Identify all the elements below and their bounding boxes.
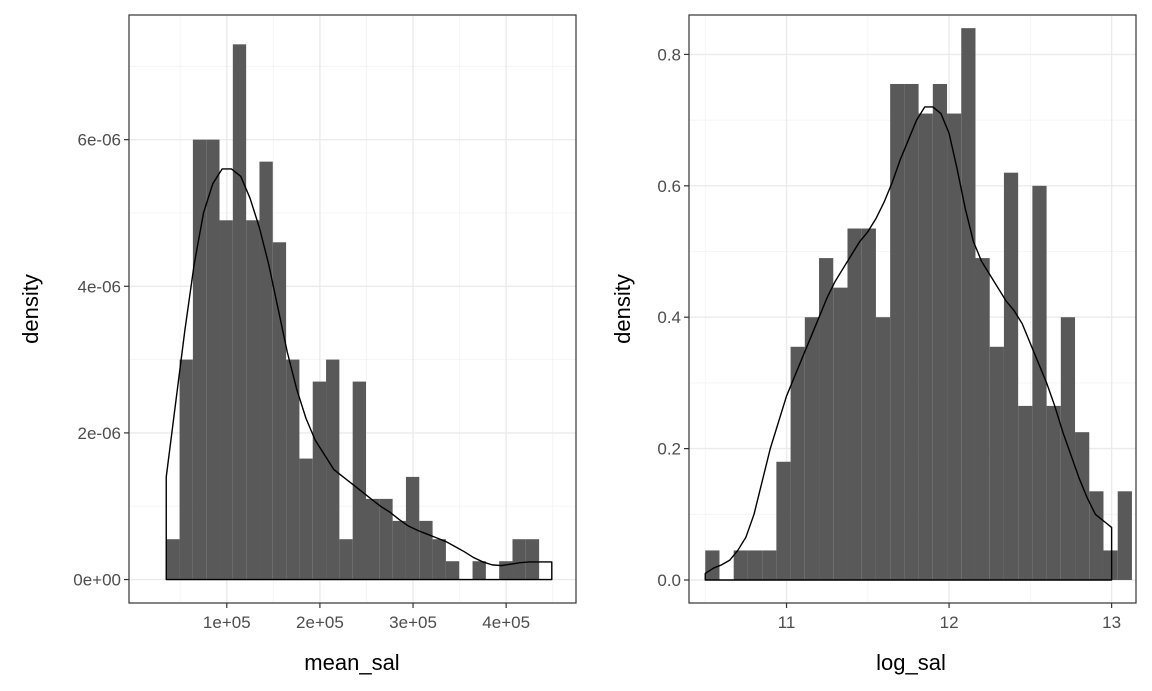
histogram-bar — [366, 498, 380, 580]
histogram-bar — [790, 346, 805, 581]
histogram-bar — [472, 561, 486, 580]
histogram-bar — [379, 498, 393, 580]
histogram-bar — [259, 161, 273, 580]
histogram-bar — [1018, 405, 1033, 581]
histogram-bar — [989, 346, 1004, 581]
histogram-bar — [286, 359, 300, 580]
histogram-bar — [232, 44, 247, 580]
panel-border — [688, 14, 1137, 604]
histogram-bar — [1003, 172, 1019, 581]
histogram-bar — [326, 359, 340, 580]
histogram-bar — [1046, 405, 1061, 581]
histogram-bar — [419, 520, 433, 580]
y-tick-label: 0.2 — [657, 440, 681, 459]
histogram-bar — [904, 83, 919, 581]
histogram-bar — [804, 317, 820, 581]
y-tick-label: 0.6 — [657, 177, 681, 196]
y-axis-title: density — [610, 274, 635, 344]
histogram-bar — [352, 381, 367, 580]
histogram-bar — [192, 139, 207, 580]
histogram-bar — [1089, 491, 1104, 581]
histogram-bar — [975, 258, 990, 581]
y-tick-label: 2e-06 — [78, 424, 121, 443]
histogram-bar — [445, 561, 460, 580]
x-tick-label: 4e+05 — [482, 613, 530, 632]
panel-mean-sal: 1e+05 2e+05 3e+05 4e+05 0e+00 2e-06 4e-06 6e-06… — [18, 14, 577, 675]
histogram-bar — [219, 220, 233, 580]
histogram-bar — [762, 550, 777, 581]
histogram-bar — [1103, 550, 1118, 581]
x-axis-title: log_sal — [876, 650, 946, 675]
histogram-bar — [861, 228, 876, 581]
histogram-bar — [875, 317, 891, 581]
histogram-bar — [179, 359, 193, 580]
histogram-bar — [299, 458, 313, 580]
histogram-bar — [1117, 491, 1132, 581]
histogram-bar — [961, 28, 976, 581]
panel-border — [128, 14, 577, 604]
y-tick-label: 0.0 — [657, 571, 681, 590]
x-axis-title: mean_sal — [304, 650, 399, 675]
density-curve — [704, 106, 1113, 581]
histogram-bar — [339, 539, 353, 580]
x-tick-label: 2e+05 — [296, 613, 344, 632]
histogram-bar — [847, 228, 862, 581]
y-tick-label: 6e-06 — [78, 131, 121, 150]
histogram-bar — [833, 287, 848, 581]
x-tick-label: 11 — [778, 613, 796, 632]
y-tick-label: 0.8 — [657, 45, 681, 64]
histogram-bar — [705, 550, 720, 581]
histogram-bar — [890, 83, 905, 581]
y-tick-label: 4e-06 — [78, 277, 121, 296]
histogram-bar — [733, 550, 748, 581]
histogram-bar — [512, 539, 526, 580]
panel-log-sal: 11 12 13 0.0 0.2 0.4 0.6 0.8 density log_sal — [610, 14, 1137, 675]
histogram-bar — [819, 258, 834, 581]
histogram-bar — [525, 539, 540, 580]
x-tick-label: 3e+05 — [389, 613, 437, 632]
y-axis-title: density — [18, 274, 43, 344]
plot-area: 11 12 13 0.0 0.2 0.4 0.6 0.8 — [657, 14, 1137, 632]
histogram-bar — [918, 113, 933, 581]
histogram-bar — [206, 139, 220, 580]
y-tick-label: 0.4 — [657, 308, 681, 327]
histogram-bar — [1032, 185, 1047, 581]
histogram-bar — [747, 550, 763, 581]
histogram-bar — [776, 461, 791, 581]
histogram-bar — [312, 381, 327, 580]
histogram-bar — [166, 539, 180, 580]
plot-area: 1e+05 2e+05 3e+05 4e+05 0e+00 2e-06 4e-06 6e-06 — [73, 14, 577, 632]
x-tick-label: 1e+05 — [203, 613, 251, 632]
x-tick-label: 12 — [940, 613, 959, 632]
histogram-bar — [392, 520, 406, 580]
y-tick-label: 0e+00 — [73, 571, 121, 590]
x-tick-label: 13 — [1102, 613, 1121, 632]
histogram-bar — [432, 539, 446, 580]
histogram-bar — [246, 220, 260, 580]
histogram-bar — [1075, 432, 1090, 581]
density-curve — [165, 168, 553, 581]
histogram-bar — [947, 113, 962, 581]
histogram-bar — [272, 242, 287, 580]
histogram-bar — [932, 83, 948, 581]
